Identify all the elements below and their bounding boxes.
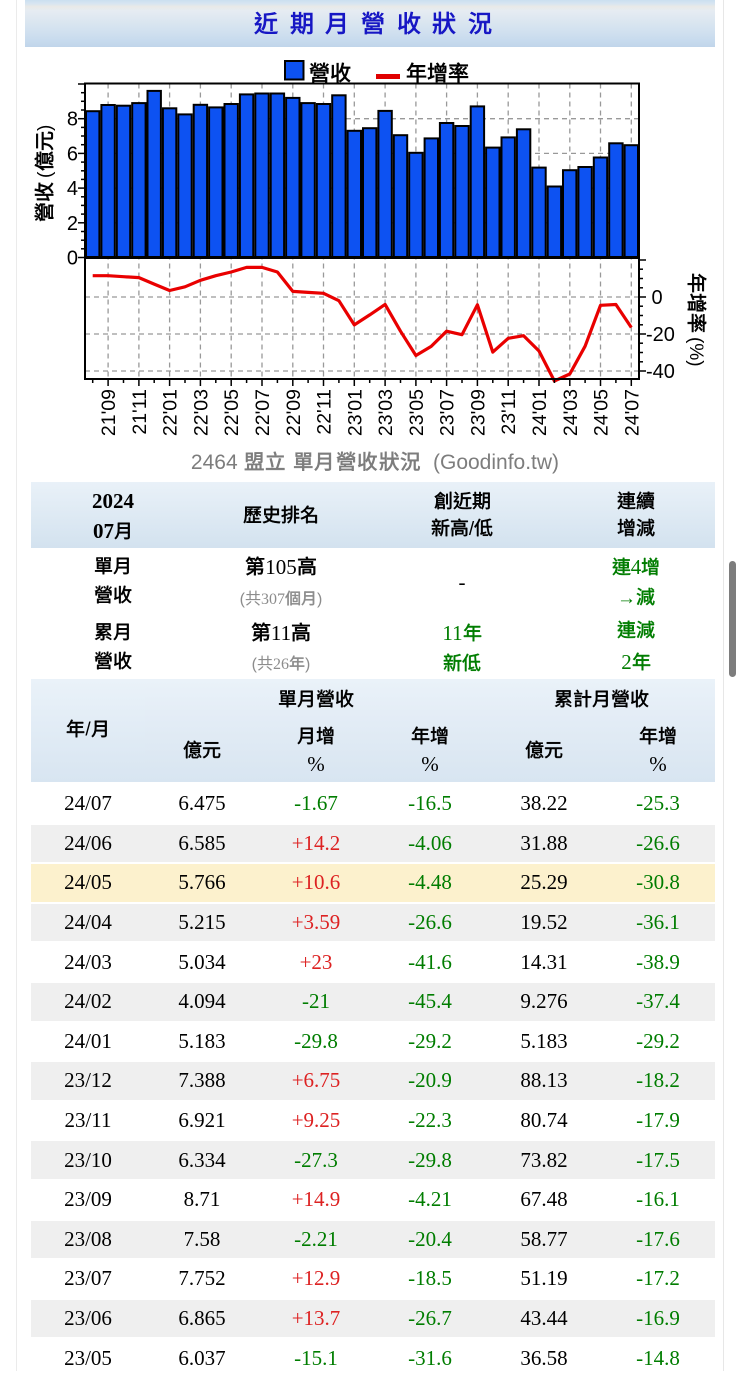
svg-text:4: 4: [67, 178, 78, 200]
svg-text:23'11: 23'11: [498, 389, 520, 435]
svg-text:2: 2: [67, 213, 78, 235]
svg-text:22'07: 22'07: [252, 389, 274, 436]
svg-text:23'07: 23'07: [437, 389, 459, 436]
svg-text:22'01: 22'01: [160, 389, 182, 436]
svg-text:(: (: [35, 171, 56, 178]
svg-text:6: 6: [67, 143, 78, 165]
svg-text:23'01: 23'01: [344, 389, 366, 436]
svg-text:22'09: 22'09: [283, 389, 305, 436]
svg-text:24'01: 24'01: [529, 389, 551, 436]
svg-text:): ): [35, 125, 56, 131]
svg-text:22'03: 22'03: [190, 389, 212, 436]
svg-text:23'03: 23'03: [375, 389, 397, 436]
svg-text:22'05: 22'05: [221, 389, 243, 436]
svg-text:0: 0: [652, 287, 663, 309]
svg-text:21'09: 21'09: [98, 389, 120, 436]
svg-text:0: 0: [67, 248, 78, 270]
svg-text:23'09: 23'09: [467, 389, 489, 436]
svg-text:24'07: 24'07: [621, 389, 643, 436]
svg-text:24'03: 24'03: [560, 389, 582, 436]
svg-text:23'05: 23'05: [406, 389, 428, 436]
svg-text:-20: -20: [646, 324, 675, 346]
svg-text:21'11: 21'11: [129, 389, 151, 435]
svg-text:22'11: 22'11: [314, 389, 336, 435]
svg-text:(%): (%): [685, 337, 706, 367]
svg-text:8: 8: [67, 109, 78, 131]
svg-text:-40: -40: [646, 361, 675, 383]
svg-text:24'05: 24'05: [591, 389, 613, 436]
